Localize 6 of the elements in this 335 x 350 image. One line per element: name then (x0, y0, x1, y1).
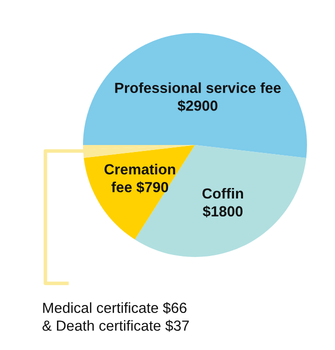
pie-slice (84, 145, 195, 240)
slice-label: Professional service fee $2900 (115, 82, 281, 112)
slice-label: Coffin $1800 (202, 188, 244, 218)
slice-label: Cremation fee $790 (104, 164, 176, 194)
text: Medical certificate $66 & Death certificate $37 (42, 302, 189, 332)
pie-slice (83, 33, 307, 158)
